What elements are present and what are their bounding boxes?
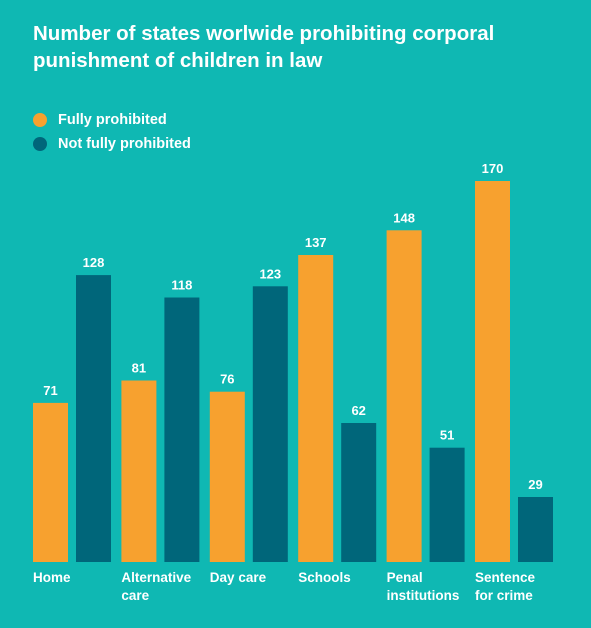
bar-fully-prohibited-schools [298,255,334,562]
bar-value-not-fully-prohibited-alternative-care: 118 [171,278,192,293]
bar-value-not-fully-prohibited-schools: 62 [351,403,365,418]
legend-label-fully-prohibited: Fully prohibited [58,112,167,128]
bar-not-fully-prohibited-alternative-care [164,297,200,562]
category-label-penal-institutions: Penal institutions [387,570,460,603]
bar-fully-prohibited-home [33,402,68,562]
bar-value-not-fully-prohibited-day-care: 123 [259,266,281,281]
bar-value-fully-prohibited-home: 71 [43,383,57,398]
category-label-sentence-for-crime: Sentence for crime [475,570,536,603]
bar-fully-prohibited-sentence-for-crime [475,181,510,562]
category-label-home: Home [33,570,71,585]
bar-value-not-fully-prohibited-penal-institutions: 51 [440,428,454,443]
bar-fully-prohibited-day-care [209,391,245,562]
legend: Fully prohibited Not fully prohibited [33,108,191,156]
bar-value-not-fully-prohibited-home: 128 [83,255,105,270]
legend-item-not-fully-prohibited: Not fully prohibited [33,132,191,156]
category-label-day-care: Day care [210,570,267,585]
category-label-schools: Schools [298,570,351,585]
bar-value-fully-prohibited-schools: 137 [305,235,327,250]
legend-label-not-fully-prohibited: Not fully prohibited [58,136,191,152]
bar-not-fully-prohibited-schools [341,423,377,562]
bar-not-fully-prohibited-sentence-for-crime [518,497,553,562]
bar-not-fully-prohibited-day-care [252,286,288,562]
legend-swatch-fully-prohibited [33,113,47,127]
bar-fully-prohibited-alternative-care [121,380,157,562]
legend-swatch-not-fully-prohibited [33,137,47,151]
bar-value-fully-prohibited-penal-institutions: 148 [393,210,415,225]
bar-value-fully-prohibited-day-care: 76 [220,372,234,387]
bar-not-fully-prohibited-penal-institutions [429,447,465,562]
bar-value-not-fully-prohibited-sentence-for-crime: 29 [528,477,542,492]
chart-title: Number of states worlwide prohibiting co… [33,22,495,72]
bar-not-fully-prohibited-home [76,275,111,562]
bar-value-fully-prohibited-sentence-for-crime: 170 [482,161,504,176]
legend-item-fully-prohibited: Fully prohibited [33,108,191,132]
bar-fully-prohibited-penal-institutions [386,230,422,563]
category-label-alternative-care: Alternative care [121,570,191,603]
bar-value-fully-prohibited-alternative-care: 81 [132,361,146,376]
